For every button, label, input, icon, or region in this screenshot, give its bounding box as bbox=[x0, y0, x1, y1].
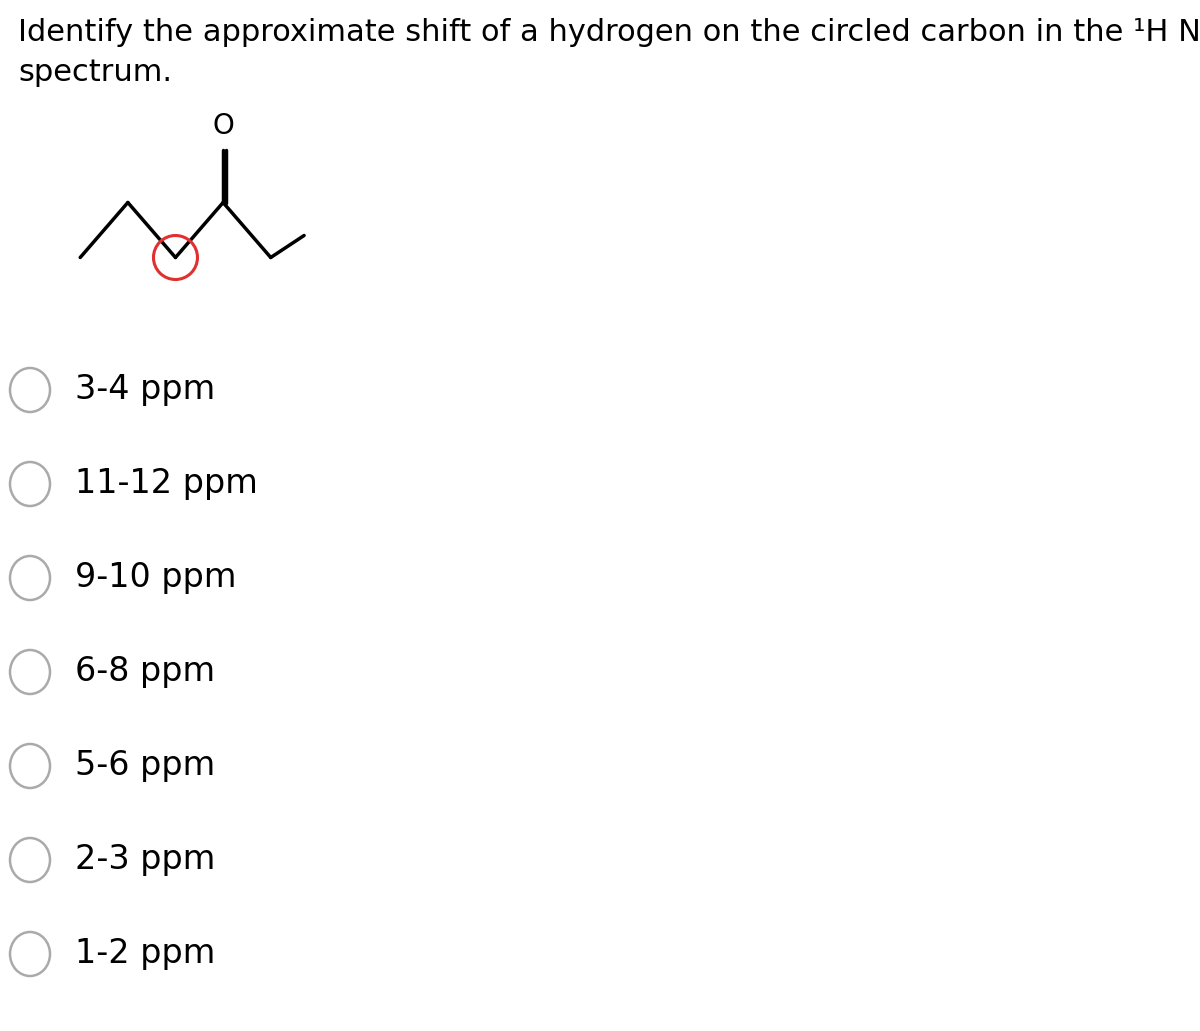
Text: 5-6 ppm: 5-6 ppm bbox=[74, 750, 215, 783]
Text: 9-10 ppm: 9-10 ppm bbox=[74, 562, 236, 595]
Text: 6-8 ppm: 6-8 ppm bbox=[74, 656, 215, 689]
Text: 11-12 ppm: 11-12 ppm bbox=[74, 467, 258, 500]
Text: Identify the approximate shift of a hydrogen on the circled carbon in the ¹H NMR: Identify the approximate shift of a hydr… bbox=[18, 18, 1200, 47]
Text: spectrum.: spectrum. bbox=[18, 58, 172, 87]
Text: O: O bbox=[212, 112, 234, 140]
Text: 3-4 ppm: 3-4 ppm bbox=[74, 373, 215, 406]
Text: 1-2 ppm: 1-2 ppm bbox=[74, 937, 215, 970]
Text: 2-3 ppm: 2-3 ppm bbox=[74, 843, 215, 876]
